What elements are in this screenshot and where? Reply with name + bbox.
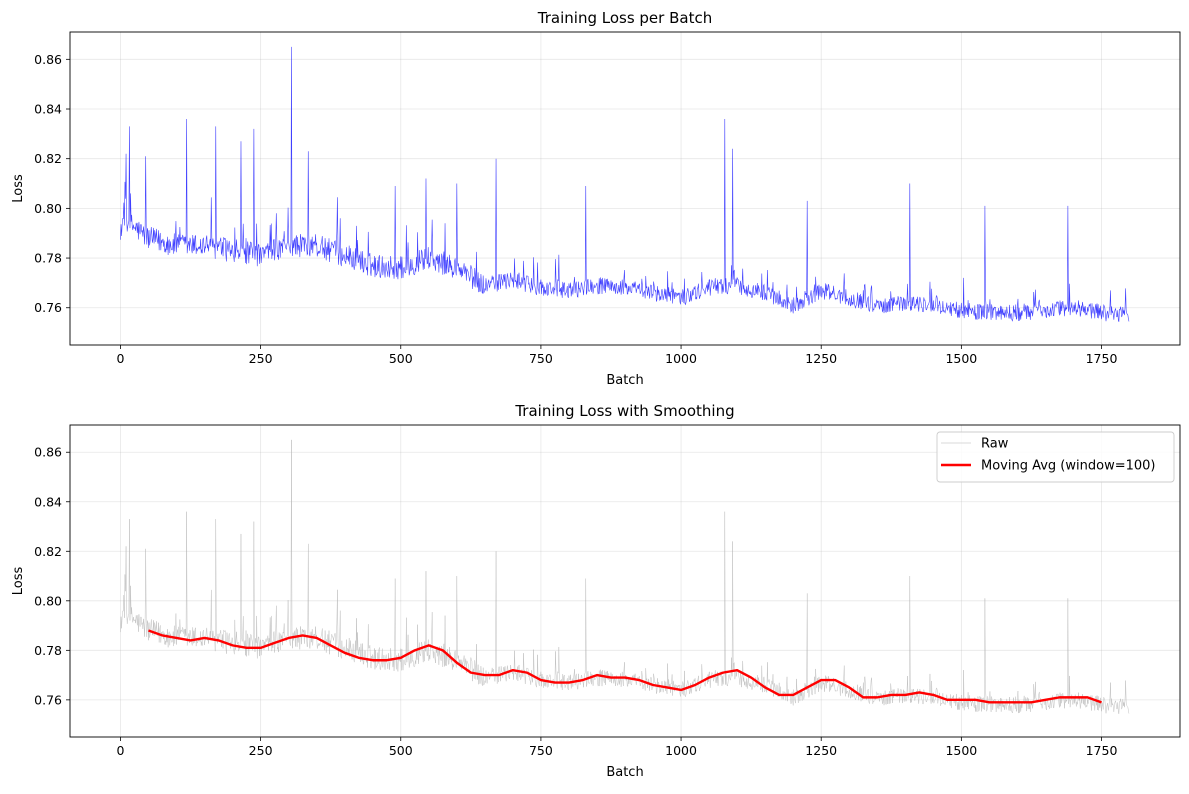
x-tick-label: 0 [116,351,124,366]
chart-title: Training Loss per Batch [537,9,712,27]
y-tick-label: 0.78 [34,643,62,658]
legend-label-raw: Raw [981,437,1009,452]
x-tick-label: 1750 [1086,351,1118,366]
moving-average-line [148,629,1102,704]
y-tick-label: 0.82 [34,544,62,559]
y-tick-label: 0.84 [34,494,62,509]
x-tick-label: 1000 [665,351,697,366]
chart-panel-2: 0 250 500 750 1000 1250 1500 1750 0.76 0.78 0.80 0.… [11,402,1181,780]
x-tick-label: 1500 [945,743,977,758]
y-tick-label: 0.76 [34,300,62,315]
legend-label-moving-avg: Moving Avg (window=100) [981,459,1155,474]
chart-panel-1: 0 250 500 750 1000 1250 1500 1750 0.76 0.78 0.80 0.… [11,9,1181,388]
x-tick-label: 750 [529,743,553,758]
y-tick-label: 0.76 [34,692,62,707]
raw-loss-line [120,46,1130,322]
legend: Raw Moving Avg (window=100) [936,431,1175,483]
x-tick-label: 0 [116,743,124,758]
x-tick-label: 500 [389,743,413,758]
y-tick-label: 0.86 [34,445,62,460]
x-tick-label: 1250 [805,743,837,758]
x-axis-label: Batch [606,373,643,388]
y-axis-label: Loss [11,567,26,596]
y-tick-label: 0.84 [34,102,62,117]
y-tick-label: 0.80 [34,593,62,608]
x-tick-label: 250 [249,351,273,366]
y-tick-label: 0.80 [34,201,62,216]
y-tick-label: 0.82 [34,151,62,166]
x-tick-label: 1750 [1086,743,1118,758]
axes-frame [69,424,1181,738]
x-tick-label: 1250 [805,351,837,366]
x-tick-label: 500 [389,351,413,366]
x-axis-label: Batch [606,765,643,780]
legend-box [936,431,1175,483]
y-tick-label: 0.86 [34,52,62,67]
x-tick-label: 1500 [945,351,977,366]
x-tick-label: 1000 [665,743,697,758]
chart-title: Training Loss with Smoothing [514,402,734,420]
y-axis-label: Loss [11,174,26,203]
x-tick-label: 250 [249,743,273,758]
axes-frame [69,31,1181,346]
x-tick-label: 750 [529,351,553,366]
y-tick-label: 0.78 [34,251,62,266]
